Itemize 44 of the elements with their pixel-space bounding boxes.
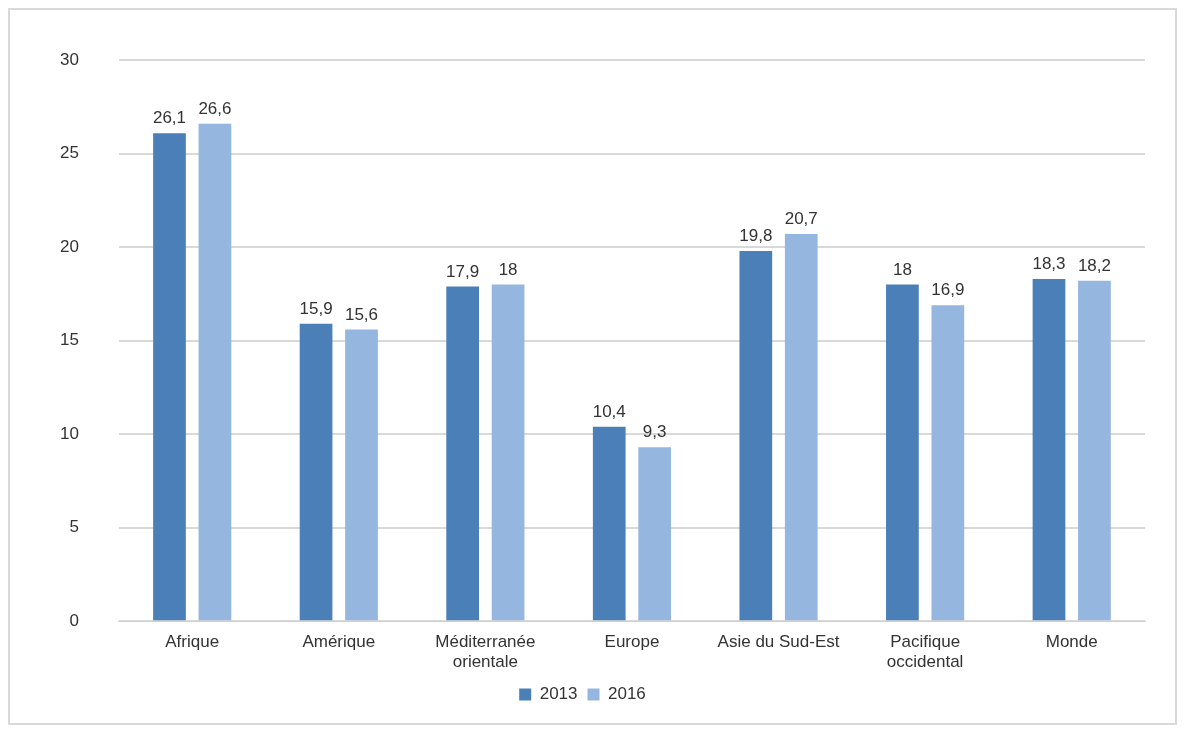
y-tick-label: 20	[59, 236, 79, 256]
bar	[784, 234, 818, 621]
x-tick-label: Afrique	[165, 632, 220, 652]
bar	[198, 123, 232, 621]
data-label: 26,1	[152, 108, 187, 128]
data-label: 19,8	[739, 226, 773, 246]
bar	[739, 250, 773, 621]
data-label: 17,9	[446, 261, 480, 281]
y-tick-label: 15	[59, 330, 79, 350]
data-label: 9,3	[642, 422, 667, 442]
data-label: 26,6	[198, 98, 232, 118]
legend-label: 2013	[539, 684, 578, 704]
bar	[931, 305, 965, 621]
x-tick-label: Amérique	[302, 632, 376, 652]
y-tick-label: 0	[69, 610, 79, 630]
bar	[491, 284, 525, 621]
y-tick-label: 30	[59, 49, 79, 69]
data-label: 10,4	[592, 401, 626, 421]
y-tick-label: 25	[59, 143, 79, 163]
data-label: 18,3	[1032, 254, 1066, 274]
bar	[1032, 278, 1066, 621]
x-tick-label: Méditerranée orientale	[435, 632, 536, 672]
data-label: 16,9	[931, 280, 965, 300]
bar	[638, 447, 672, 621]
x-tick-label: Monde	[1045, 632, 1098, 652]
x-tick-label: Pacifique occidental	[886, 632, 964, 672]
bar	[345, 329, 378, 621]
y-tick-label: 10	[59, 423, 79, 443]
data-label: 18,2	[1077, 256, 1111, 276]
bar	[153, 133, 186, 621]
y-tick-label: 5	[69, 517, 79, 537]
data-label: 20,7	[784, 209, 818, 229]
data-label: 18	[498, 259, 518, 279]
bar	[1078, 280, 1111, 621]
legend-label: 2016	[608, 684, 646, 704]
data-label: 18	[892, 259, 912, 279]
bar	[592, 426, 626, 621]
data-label: 15,6	[344, 304, 379, 324]
bar	[886, 284, 919, 621]
x-tick-label: Asie du Sud-Est	[717, 632, 840, 652]
x-tick-label: Europe	[604, 632, 660, 652]
bar	[299, 323, 333, 621]
bar	[446, 286, 480, 621]
data-label: 15,9	[299, 299, 333, 319]
